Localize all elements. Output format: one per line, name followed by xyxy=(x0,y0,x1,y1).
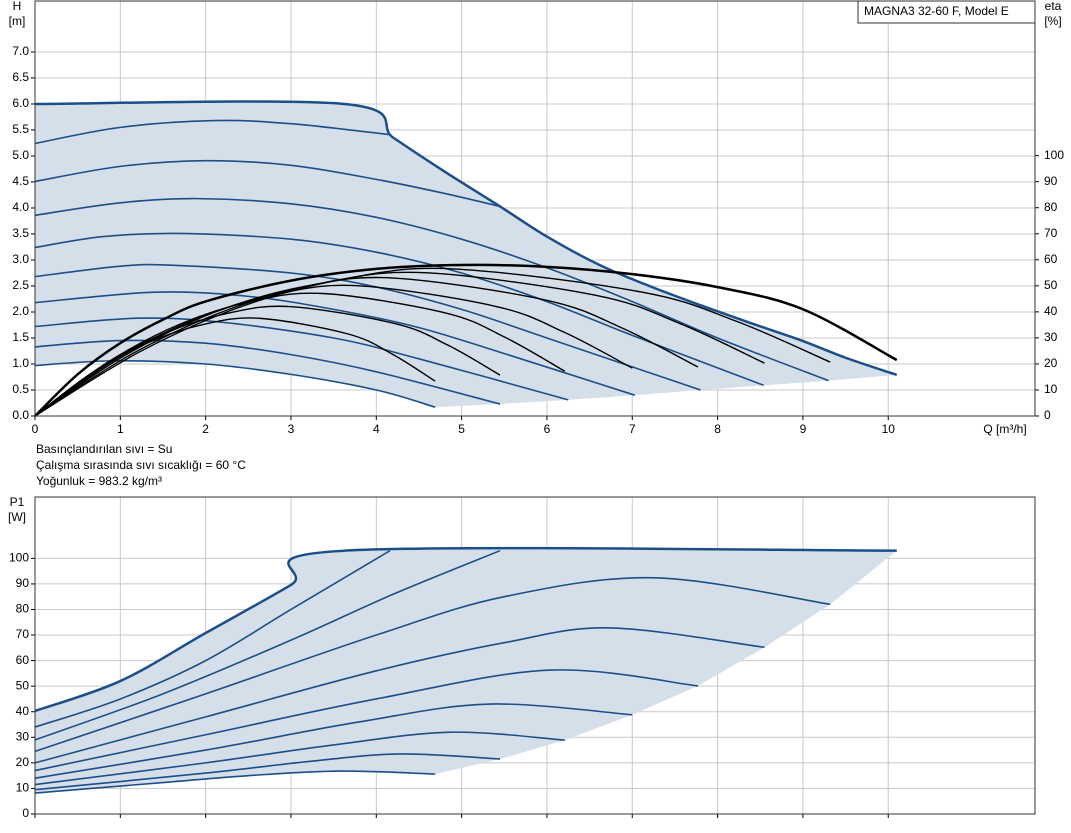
y-tick-label: 4.5 xyxy=(12,174,29,188)
chart-title: MAGNA3 32-60 F, Model E xyxy=(864,4,1009,18)
x-axis-label: Q [m³/h] xyxy=(983,422,1026,436)
y-axis-unit: [m] xyxy=(9,14,26,28)
y-tick-label: 3.0 xyxy=(12,252,29,266)
model-box xyxy=(857,0,1036,24)
operating-area xyxy=(35,101,897,408)
y2-tick-label: 10 xyxy=(1044,382,1058,396)
performance-curve xyxy=(34,119,391,145)
x-tick-label: 1 xyxy=(117,422,124,436)
performance-curve xyxy=(34,317,569,401)
performance-curve xyxy=(34,731,565,786)
y-tick-label: 100 xyxy=(9,551,29,565)
y-tick-label: 2.5 xyxy=(12,278,29,292)
performance-curve xyxy=(34,770,436,794)
y-tick-label: 5.0 xyxy=(12,148,29,162)
y2-tick-label: 0 xyxy=(1044,408,1051,422)
x-tick-label: 0 xyxy=(32,422,39,436)
performance-curve xyxy=(34,546,897,713)
performance-curve xyxy=(34,360,436,408)
y2-tick-label: 90 xyxy=(1044,174,1058,188)
performance-curve xyxy=(34,549,501,741)
performance-curve xyxy=(34,339,501,405)
x-tick-label: 3 xyxy=(288,422,295,436)
y2-tick-label: 100 xyxy=(1044,148,1064,162)
efficiency-curve xyxy=(34,263,898,417)
x-tick-label: 4 xyxy=(373,422,380,436)
y2-axis-unit: [%] xyxy=(1044,14,1061,28)
x-tick-label: 7 xyxy=(629,422,636,436)
y-tick-label: 0 xyxy=(22,806,29,820)
efficiency-curve xyxy=(34,271,765,417)
y-tick-label: 2.0 xyxy=(12,304,29,318)
y-tick-label: 1.0 xyxy=(12,356,29,370)
y-tick-label: 0.5 xyxy=(12,382,29,396)
y2-tick-label: 70 xyxy=(1044,226,1058,240)
y-tick-label: 1.5 xyxy=(12,330,29,344)
y-tick-label: 40 xyxy=(16,704,30,718)
plot-frame xyxy=(34,496,1036,815)
performance-curve xyxy=(34,753,501,791)
performance-curve xyxy=(34,669,699,772)
performance-curve xyxy=(34,291,636,396)
y-axis-label: P1 xyxy=(10,495,25,509)
y-tick-label: 10 xyxy=(16,781,30,795)
x-tick-label: 5 xyxy=(458,422,465,436)
efficiency-curve xyxy=(34,317,436,417)
performance-curve xyxy=(34,232,764,387)
note: Basınçlandırılan sıvı = Su xyxy=(36,442,172,456)
y-tick-label: 6.5 xyxy=(12,70,29,84)
y-tick-label: 60 xyxy=(16,653,30,667)
y-axis-label: H xyxy=(13,0,22,13)
y-tick-label: 90 xyxy=(16,576,30,590)
plot-frame xyxy=(34,0,1036,417)
y2-tick-label: 30 xyxy=(1044,330,1058,344)
y-tick-label: 70 xyxy=(16,627,30,641)
y-tick-label: 50 xyxy=(16,678,30,692)
y2-tick-label: 40 xyxy=(1044,304,1058,318)
performance-curve xyxy=(34,263,701,391)
y-tick-label: 6.0 xyxy=(12,96,29,110)
x-tick-label: 6 xyxy=(544,422,551,436)
x-tick-label: 9 xyxy=(800,422,807,436)
y-tick-label: 20 xyxy=(16,755,30,769)
y-tick-label: 7.0 xyxy=(12,44,29,58)
y-tick-label: 0.0 xyxy=(12,408,29,422)
note: Yoğunluk = 983.2 kg/m³ xyxy=(36,474,162,488)
y2-tick-label: 80 xyxy=(1044,200,1058,214)
y-tick-label: 30 xyxy=(16,729,30,743)
y-tick-label: 80 xyxy=(16,602,30,616)
efficiency-curve xyxy=(34,276,699,417)
y2-axis-label: eta xyxy=(1045,0,1062,13)
performance-curve xyxy=(34,627,765,764)
y-axis-unit: [W] xyxy=(8,510,26,524)
performance-curve xyxy=(34,576,831,753)
performance-curve xyxy=(34,549,391,728)
x-tick-label: 10 xyxy=(882,422,896,436)
performance-curve xyxy=(34,100,898,377)
y2-tick-label: 50 xyxy=(1044,278,1058,292)
y-tick-label: 5.5 xyxy=(12,122,29,136)
x-tick-label: 8 xyxy=(714,422,721,436)
performance-curve xyxy=(34,703,633,779)
note: Çalışma sırasında sıvı sıcaklığı = 60 °C xyxy=(36,458,246,472)
performance-curve xyxy=(34,197,829,382)
y-tick-label: 4.0 xyxy=(12,200,29,214)
y-tick-label: 3.5 xyxy=(12,226,29,240)
x-tick-label: 2 xyxy=(202,422,209,436)
y2-tick-label: 60 xyxy=(1044,252,1058,266)
performance-curve xyxy=(34,159,501,208)
efficiency-curve xyxy=(34,267,831,417)
y2-tick-label: 20 xyxy=(1044,356,1058,370)
